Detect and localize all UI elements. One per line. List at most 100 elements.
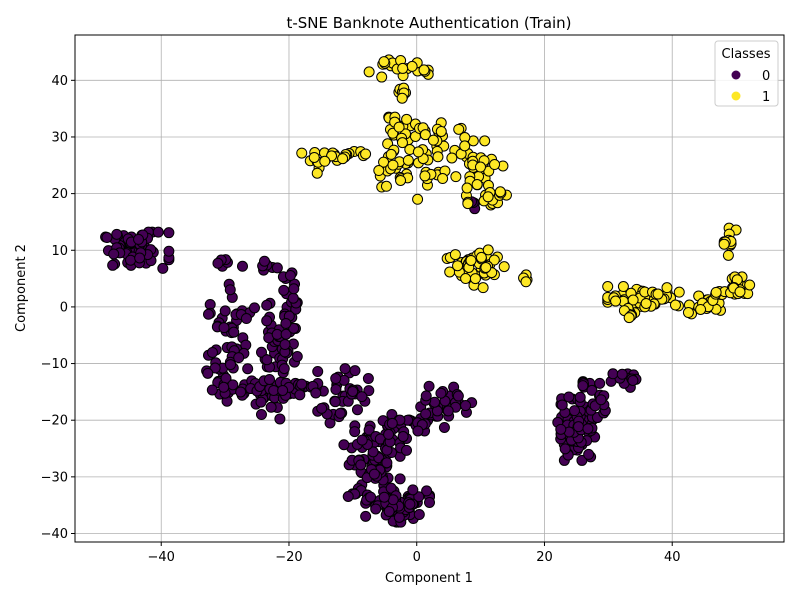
scatter-point-class-1 — [397, 62, 409, 74]
scatter-points — [100, 54, 756, 528]
scatter-point-class-1 — [396, 137, 408, 149]
scatter-point-class-0 — [108, 248, 120, 260]
scatter-point-class-1 — [489, 159, 501, 171]
scatter-point-class-0 — [412, 425, 424, 437]
scatter-point-class-1 — [412, 146, 424, 158]
scatter-point-class-1 — [480, 261, 492, 273]
scatter-point-class-1 — [385, 148, 397, 160]
scatter-point-class-0 — [383, 505, 395, 517]
scatter-point-class-0 — [152, 226, 164, 238]
scatter-point-class-0 — [370, 503, 382, 515]
scatter-point-class-1 — [406, 60, 418, 72]
scatter-point-class-1 — [396, 92, 408, 104]
scatter-point-class-1 — [311, 167, 323, 179]
scatter-point-class-0 — [586, 384, 598, 396]
scatter-point-class-0 — [421, 485, 433, 497]
scatter-point-class-1 — [395, 174, 407, 186]
scatter-point-class-1 — [393, 121, 405, 133]
scatter-point-class-0 — [242, 363, 254, 375]
scatter-point-class-0 — [397, 431, 409, 443]
scatter-point-class-0 — [385, 482, 397, 494]
scatter-point-class-0 — [334, 407, 346, 419]
scatter-point-class-0 — [394, 473, 406, 485]
scatter-point-class-1 — [652, 288, 664, 300]
x-axis-label: Component 1 — [385, 571, 473, 586]
scatter-point-class-0 — [212, 257, 224, 269]
scatter-point-class-0 — [342, 491, 354, 502]
scatter-point-class-1 — [661, 282, 673, 294]
scatter-point-class-1 — [449, 249, 461, 261]
scatter-point-class-0 — [368, 468, 380, 480]
scatter-point-class-0 — [365, 491, 377, 503]
scatter-point-class-1 — [734, 286, 746, 298]
scatter-point-class-0 — [218, 381, 230, 393]
scatter-point-class-1 — [296, 147, 308, 159]
scatter-point-class-0 — [227, 379, 239, 391]
scatter-point-class-0 — [274, 413, 286, 425]
scatter-point-class-0 — [209, 362, 221, 374]
scatter-point-class-1 — [453, 123, 465, 135]
y-tick-label-1: −30 — [41, 470, 68, 485]
scatter-point-class-0 — [420, 390, 432, 402]
scatter-point-class-0 — [278, 363, 290, 375]
scatter-point-class-0 — [387, 494, 399, 506]
scatter-point-class-0 — [401, 444, 413, 456]
scatter-point-class-1 — [319, 155, 331, 167]
scatter-point-class-0 — [423, 380, 435, 392]
scatter-point-class-0 — [134, 252, 146, 264]
y-tick-label-0: −40 — [41, 527, 68, 542]
scatter-point-class-1 — [376, 71, 388, 83]
scatter-point-class-1 — [462, 198, 474, 210]
scatter-point-class-0 — [157, 262, 169, 274]
scatter-point-class-1 — [419, 170, 431, 182]
scatter-point-class-1 — [432, 151, 444, 163]
scatter-point-class-1 — [610, 295, 622, 307]
y-tick-label-2: −20 — [41, 414, 68, 429]
scatter-point-class-1 — [617, 281, 629, 293]
scatter-point-class-1 — [482, 191, 494, 203]
scatter-point-class-0 — [278, 284, 290, 296]
scatter-point-class-0 — [255, 396, 267, 408]
scatter-point-class-0 — [367, 446, 379, 458]
scatter-point-class-0 — [310, 387, 322, 399]
scatter-point-class-1 — [402, 154, 414, 166]
scatter-point-class-1 — [482, 244, 494, 256]
scatter-point-class-0 — [284, 270, 296, 282]
scatter-point-class-0 — [386, 417, 398, 429]
axis-ticks: −40 −20 0 20 40 −40 −30 −20 −10 0 10 20 30 40 — [41, 74, 681, 565]
scatter-point-class-0 — [378, 491, 390, 503]
scatter-point-class-0 — [255, 409, 267, 421]
scatter-point-class-0 — [316, 402, 328, 414]
scatter-point-class-0 — [413, 491, 425, 503]
scatter-point-class-1 — [459, 140, 471, 152]
scatter-point-class-1 — [401, 113, 413, 125]
scatter-point-class-0 — [125, 254, 137, 266]
y-tick-label-6: 20 — [51, 187, 68, 202]
scatter-point-class-0 — [351, 404, 363, 416]
legend-marker-class-1 — [731, 91, 741, 101]
scatter-point-class-0 — [261, 299, 273, 311]
scatter-point-class-0 — [404, 498, 416, 510]
scatter-point-class-0 — [312, 365, 324, 377]
scatter-point-class-1 — [475, 251, 487, 263]
scatter-point-class-1 — [461, 182, 473, 194]
scatter-point-class-1 — [380, 180, 392, 192]
scatter-point-class-1 — [602, 281, 614, 293]
y-axis-label: Component 2 — [14, 244, 29, 332]
scatter-point-class-1 — [488, 254, 500, 266]
scatter-point-class-0 — [435, 387, 447, 399]
scatter-point-class-0 — [219, 305, 231, 317]
scatter-point-class-0 — [583, 448, 595, 460]
scatter-point-class-0 — [381, 457, 393, 469]
scatter-point-class-0 — [233, 352, 245, 364]
scatter-point-class-0 — [248, 302, 260, 314]
scatter-point-class-0 — [203, 308, 214, 320]
scatter-point-class-0 — [111, 228, 123, 240]
scatter-point-class-1 — [623, 312, 635, 324]
x-tick-label-0: −40 — [148, 550, 175, 565]
scatter-point-class-1 — [722, 249, 734, 261]
scatter-point-class-0 — [594, 377, 606, 389]
scatter-point-class-1 — [669, 299, 681, 311]
scatter-point-class-0 — [595, 394, 607, 406]
